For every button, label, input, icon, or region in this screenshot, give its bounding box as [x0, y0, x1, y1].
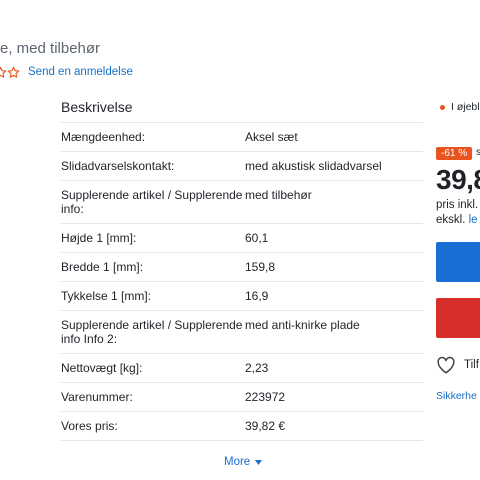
discount-suffix: s	[476, 147, 480, 158]
rating-row: Send en anmeldelse	[0, 64, 133, 80]
spec-row: Bredde 1 [mm]: 159,8	[61, 253, 423, 282]
spec-row: Mængdeenhed: Aksel sæt	[61, 123, 423, 152]
spec-value: 39,82 €	[245, 419, 286, 433]
chevron-down-icon	[255, 459, 263, 465]
spec-label: Højde 1 [mm]:	[61, 231, 137, 245]
spec-row: Supplerende artikel / Supplerende info I…	[61, 311, 423, 354]
spec-label: Tykkelse 1 [mm]:	[61, 289, 152, 303]
spec-value: 60,1	[245, 231, 269, 245]
stock-status-text: I øjebl	[451, 101, 480, 113]
spec-label: Supplerende artikel / Supplerende info:	[61, 188, 243, 216]
spec-label: Bredde 1 [mm]:	[61, 260, 144, 274]
spec-label: Slidadvarselskontakt:	[61, 159, 175, 173]
spec-row: Tykkelse 1 [mm]: 16,9	[61, 282, 423, 311]
spec-value: 159,8	[245, 260, 276, 274]
spec-row: Supplerende artikel / Supplerende info: m…	[61, 181, 423, 224]
star-outline-icon	[0, 66, 7, 79]
specifications-table: Beskrivelse Mængdeenhed: Aksel sæt Slidadv…	[61, 96, 423, 441]
star-outline-icon	[7, 66, 20, 79]
price-including-vat: pris inkl.	[436, 199, 479, 211]
spec-row: Vores pris: 39,82 €	[61, 412, 423, 441]
price-excluding-vat: ekskl. le	[436, 214, 478, 226]
spec-label: Supplerende artikel / Supplerende info I…	[61, 318, 243, 346]
spec-label: Vores pris:	[61, 419, 118, 433]
spec-value: med anti-knirke plade	[245, 318, 360, 332]
product-title: e, med tilbehør	[0, 40, 101, 57]
spec-row: Slidadvarselskontakt: med akustisk slidad…	[61, 152, 423, 181]
delivery-link[interactable]: le	[468, 214, 478, 226]
spec-value: Aksel sæt	[245, 130, 298, 144]
discount-badge: -61 %	[436, 147, 473, 160]
purchase-panel: I øjebl -61 % s 39,8 pris inkl. ekskl. l…	[436, 96, 480, 416]
rating-stars[interactable]	[0, 66, 20, 79]
primary-action-button[interactable]	[436, 242, 480, 282]
price-excl-label: ekskl.	[436, 214, 466, 226]
write-review-link[interactable]: Send en anmeldelse	[28, 66, 133, 78]
add-to-wishlist-button[interactable]: Tilf	[436, 356, 479, 374]
spec-label: Mængdeenhed:	[61, 130, 146, 144]
specifications-rows: Mængdeenhed: Aksel sæt Slidadvarselskontak…	[61, 123, 423, 441]
more-button[interactable]: More	[224, 456, 263, 468]
spec-label: Nettovægt [kg]:	[61, 361, 143, 375]
wishlist-label: Tilf	[464, 359, 479, 371]
heart-outline-icon	[436, 356, 456, 374]
spec-row: Nettovægt [kg]: 2,23	[61, 354, 423, 383]
spec-value: 16,9	[245, 289, 269, 303]
spec-value: med akustisk slidadvarsel	[245, 159, 382, 173]
security-link[interactable]: Sikkerhe	[436, 390, 477, 402]
spec-value: 223972	[245, 390, 286, 404]
more-label: More	[224, 456, 251, 468]
spec-row: Højde 1 [mm]: 60,1	[61, 224, 423, 253]
specifications-heading: Beskrivelse	[61, 96, 423, 123]
status-dot-icon	[440, 104, 445, 110]
spec-value: med tilbehør	[245, 188, 312, 202]
stock-status: I øjebl	[440, 101, 480, 113]
product-price: 39,8	[436, 164, 480, 195]
spec-label: Varenummer:	[61, 390, 133, 404]
spec-value: 2,23	[245, 361, 269, 375]
add-to-cart-button[interactable]	[436, 298, 480, 338]
spec-row: Varenummer: 223972	[61, 383, 423, 412]
